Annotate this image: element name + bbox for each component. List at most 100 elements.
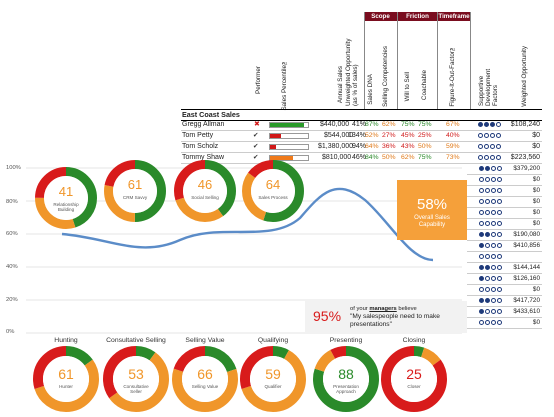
table-row[interactable]: Gregg Allman ✖ $440,000 41% 87% 62% 75% … bbox=[181, 120, 542, 131]
table-row[interactable]: $0 bbox=[467, 208, 542, 219]
competency-gauge: 59 Qualifier bbox=[240, 346, 306, 412]
coachable: 50% bbox=[418, 143, 432, 150]
gauge-value: 66 bbox=[197, 366, 213, 382]
will-to-sell: 75% bbox=[401, 121, 415, 128]
gauge-value: 64 bbox=[265, 177, 281, 192]
col-coachable: Coachable bbox=[421, 70, 428, 101]
weighted-opp: $0 bbox=[532, 286, 540, 293]
y-tick: 60% bbox=[6, 231, 18, 237]
col-annual-sales: Annual Sales bbox=[337, 66, 344, 104]
y-tick: 40% bbox=[6, 264, 18, 270]
sales-dna: 87% bbox=[365, 121, 379, 128]
weighted-opp: $0 bbox=[532, 209, 540, 216]
percentile-bar bbox=[269, 155, 309, 161]
table-row[interactable]: $0 bbox=[467, 219, 542, 230]
dev-dots bbox=[479, 252, 503, 262]
gauge-label: Selling Value bbox=[191, 384, 219, 389]
table-row[interactable]: $126,160 bbox=[467, 274, 542, 285]
rep-name: Tom Scholz bbox=[182, 143, 219, 150]
table-row[interactable]: $417,720 bbox=[467, 296, 542, 307]
sales-dna: 52% bbox=[365, 132, 379, 139]
table-row[interactable]: $190,080 bbox=[467, 230, 542, 241]
col-divider bbox=[397, 12, 398, 110]
table-row[interactable] bbox=[467, 252, 542, 263]
friction-header: Friction bbox=[398, 12, 437, 21]
opportunity: 46% bbox=[352, 154, 367, 161]
weighted-opp: $0 bbox=[532, 220, 540, 227]
weighted-opp: $0 bbox=[532, 198, 540, 205]
competency-gauge: 66 Selling Value bbox=[172, 346, 238, 412]
table-row[interactable]: $0 bbox=[467, 318, 542, 329]
col-selling-competencies: Selling Competencies bbox=[382, 46, 389, 107]
will-to-sell: 43% bbox=[401, 143, 415, 150]
dev-dots bbox=[479, 175, 503, 185]
dev-dots bbox=[479, 164, 503, 174]
dev-dots bbox=[479, 296, 503, 306]
table-row[interactable]: $0 bbox=[467, 285, 542, 296]
col-performer: Performer bbox=[255, 66, 262, 94]
opportunity: 94% bbox=[352, 143, 367, 150]
competency-gauge: 61 Hunter bbox=[33, 346, 99, 412]
gauge-label: Relationship Building bbox=[53, 202, 79, 212]
col-figure-it-out: Figure-It-Out-Factor™ bbox=[449, 44, 456, 107]
selling-comp: 27% bbox=[382, 132, 396, 139]
dev-dots bbox=[479, 274, 503, 284]
callout-text: of your managers believe "My salespeople… bbox=[350, 306, 440, 328]
callout-percent: 95% bbox=[313, 308, 342, 324]
dev-dots bbox=[479, 285, 503, 295]
dev-dots bbox=[479, 263, 503, 273]
fif: 73% bbox=[446, 154, 460, 161]
weighted-opp: $0 bbox=[532, 319, 540, 326]
col-will-to-sell: Will to Sell bbox=[404, 72, 411, 102]
gauge-title: Hunting bbox=[54, 337, 78, 344]
selling-comp: 50% bbox=[382, 154, 396, 161]
sales-dna: 64% bbox=[365, 143, 379, 150]
table-row[interactable]: $0 bbox=[467, 175, 542, 186]
table-row[interactable]: $0 bbox=[467, 186, 542, 197]
table-row[interactable]: $144,144 bbox=[467, 263, 542, 274]
y-tick: 0% bbox=[6, 329, 15, 335]
table-row[interactable]: $0 bbox=[467, 197, 542, 208]
table-row[interactable]: $410,856 bbox=[467, 241, 542, 252]
table-row[interactable]: $433,610 bbox=[467, 307, 542, 318]
weighted-opp: $0 bbox=[532, 132, 540, 139]
table-row[interactable]: Tommy Shaw ✔ $810,000 46% 84% 50% 62% 75… bbox=[181, 153, 542, 164]
dev-dots bbox=[479, 318, 503, 328]
gauge-value: 53 bbox=[128, 366, 144, 382]
gauge-title: Presenting bbox=[329, 337, 363, 344]
will-to-sell: 62% bbox=[401, 154, 415, 161]
table-row[interactable]: $379,200 bbox=[467, 164, 542, 175]
competency-gauge: 88 Presentation Approach bbox=[313, 346, 379, 412]
dev-dots bbox=[478, 153, 502, 163]
rep-name: Gregg Allman bbox=[182, 121, 225, 128]
gauge-value: 88 bbox=[338, 366, 354, 382]
table-row[interactable]: Tom Scholz ✔ $1,380,000 94% 64% 36% 43% … bbox=[181, 142, 542, 153]
annual-sales: $544,000 bbox=[324, 132, 354, 139]
will-to-sell: 45% bbox=[401, 132, 415, 139]
coachable: 75% bbox=[418, 121, 432, 128]
rep-name: Tommy Shaw bbox=[182, 154, 225, 161]
gauge-title: Consultative Selling bbox=[106, 337, 166, 344]
competency-gauge: 25 Closer bbox=[381, 346, 447, 412]
col-sales-dna: Sales DNA bbox=[367, 74, 374, 105]
competency-gauge: 53 Consultative Seller bbox=[103, 346, 169, 412]
capability-value: 58% bbox=[416, 196, 448, 213]
trend-line bbox=[61, 187, 434, 262]
selling-comp: 62% bbox=[382, 121, 396, 128]
dev-dots bbox=[479, 186, 503, 196]
performer-icon: ✔ bbox=[253, 132, 259, 139]
performer-icon: ✔ bbox=[253, 154, 259, 161]
timeframe-header: Timeframe bbox=[438, 12, 470, 21]
gauge-label: CRM Savvy bbox=[122, 195, 148, 200]
weighted-opp: $0 bbox=[532, 187, 540, 194]
gauge-title: Selling Value bbox=[185, 337, 225, 344]
y-tick: 80% bbox=[6, 199, 18, 205]
rep-name: Tom Petty bbox=[182, 132, 214, 139]
weighted-opp: $0 bbox=[532, 176, 540, 183]
gauge-label: Qualifier bbox=[264, 384, 282, 389]
table-row[interactable]: Tom Petty ✔ $544,000 134% 52% 27% 45% 25… bbox=[181, 131, 542, 142]
dev-dots bbox=[479, 241, 503, 251]
dev-dots bbox=[478, 142, 502, 152]
gauge-title: Qualifying bbox=[257, 337, 289, 344]
gauge-label: Presentation Approach bbox=[333, 384, 359, 394]
